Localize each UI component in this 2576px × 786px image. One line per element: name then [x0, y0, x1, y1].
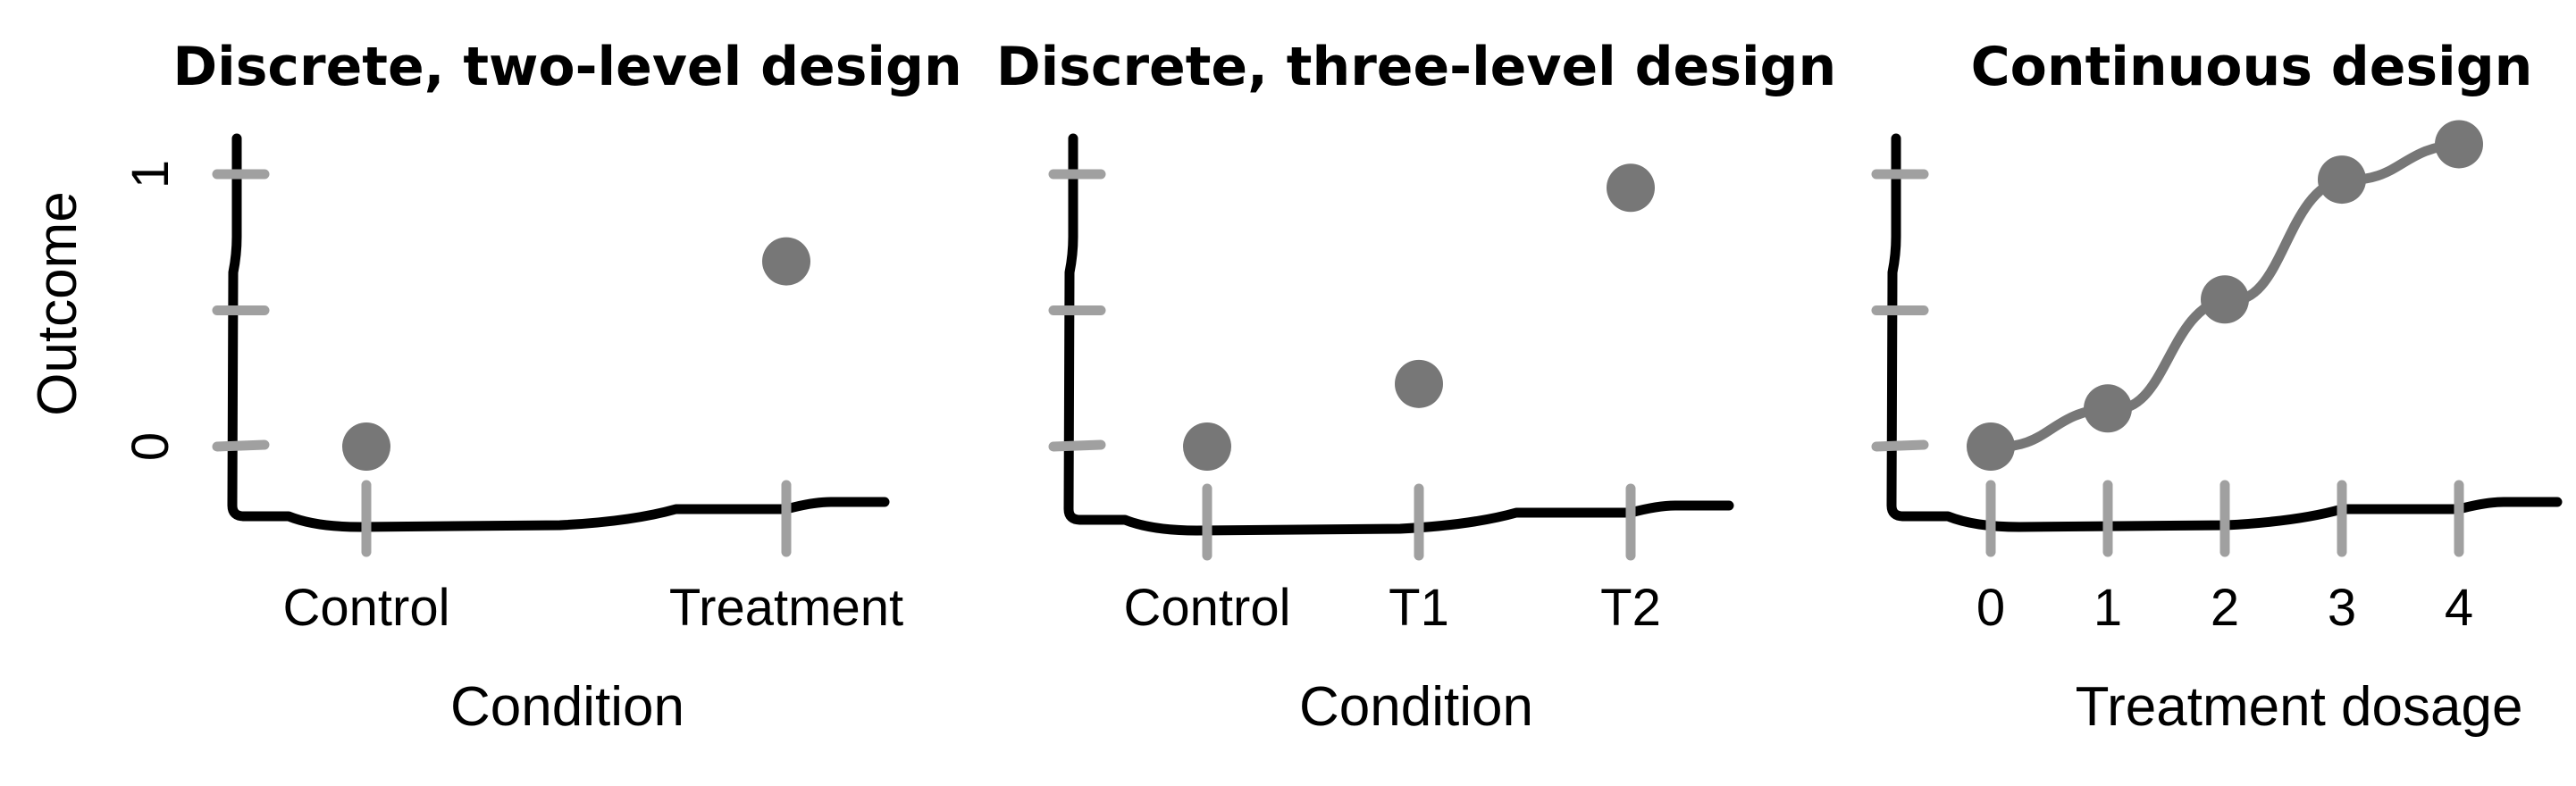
- panel-title: Discrete, two-level design: [172, 36, 961, 98]
- x-axis-label: Condition: [450, 676, 684, 738]
- data-point: [1607, 163, 1655, 213]
- data-point: [1183, 422, 1231, 471]
- data-point: [2201, 275, 2249, 324]
- x-tick-label: Treatment: [669, 579, 903, 637]
- x-tick-label: Control: [283, 579, 450, 637]
- y-axis-line: [1886, 133, 1909, 522]
- x-axis-line: [1075, 500, 1734, 536]
- data-point: [342, 422, 390, 471]
- x-tick-label: 0: [1976, 579, 2005, 637]
- y-axis-label: Outcome: [27, 191, 88, 416]
- x-axis-label: Treatment dosage: [2076, 676, 2523, 738]
- y-tick-label: 0: [122, 432, 180, 461]
- data-point: [1395, 359, 1443, 408]
- x-axis-line: [1898, 497, 2563, 532]
- data-point: [2435, 120, 2483, 169]
- panel-2: Discrete, three-level design Control T1 T2 C…: [996, 36, 1836, 738]
- panel-1: Discrete, two-level design 0 1 Outcome Contr…: [27, 36, 962, 738]
- y-tick-label: 1: [122, 160, 180, 188]
- y-tick-mark: [1048, 439, 1106, 452]
- data-point: [762, 237, 810, 286]
- x-axis-line: [239, 497, 890, 532]
- y-tick-mark: [1871, 439, 1929, 452]
- x-tick-label: Control: [1124, 579, 1291, 637]
- y-tick-mark: [212, 439, 270, 452]
- x-tick-label: 4: [2445, 579, 2473, 637]
- x-tick-label: T1: [1389, 579, 1449, 637]
- x-tick-label: T2: [1600, 579, 1661, 637]
- data-point: [2318, 155, 2366, 205]
- panel-title: Discrete, three-level design: [996, 36, 1836, 98]
- x-tick-label: 3: [2328, 579, 2356, 637]
- x-tick-label: 2: [2211, 579, 2239, 637]
- x-axis-label: Condition: [1299, 676, 1533, 738]
- y-axis-line: [227, 133, 249, 522]
- data-point: [1967, 422, 2015, 471]
- panel-title: Continuous design: [1971, 36, 2533, 98]
- panels: Discrete, two-level design 0 1 Outcome Contr…: [27, 36, 2563, 738]
- y-axis-line: [1063, 133, 1086, 525]
- data-point: [2084, 384, 2132, 433]
- panel-3: Continuous design 0 1 2 3 4 Treatment dosage: [1871, 36, 2563, 738]
- x-tick-label: 1: [2094, 579, 2122, 637]
